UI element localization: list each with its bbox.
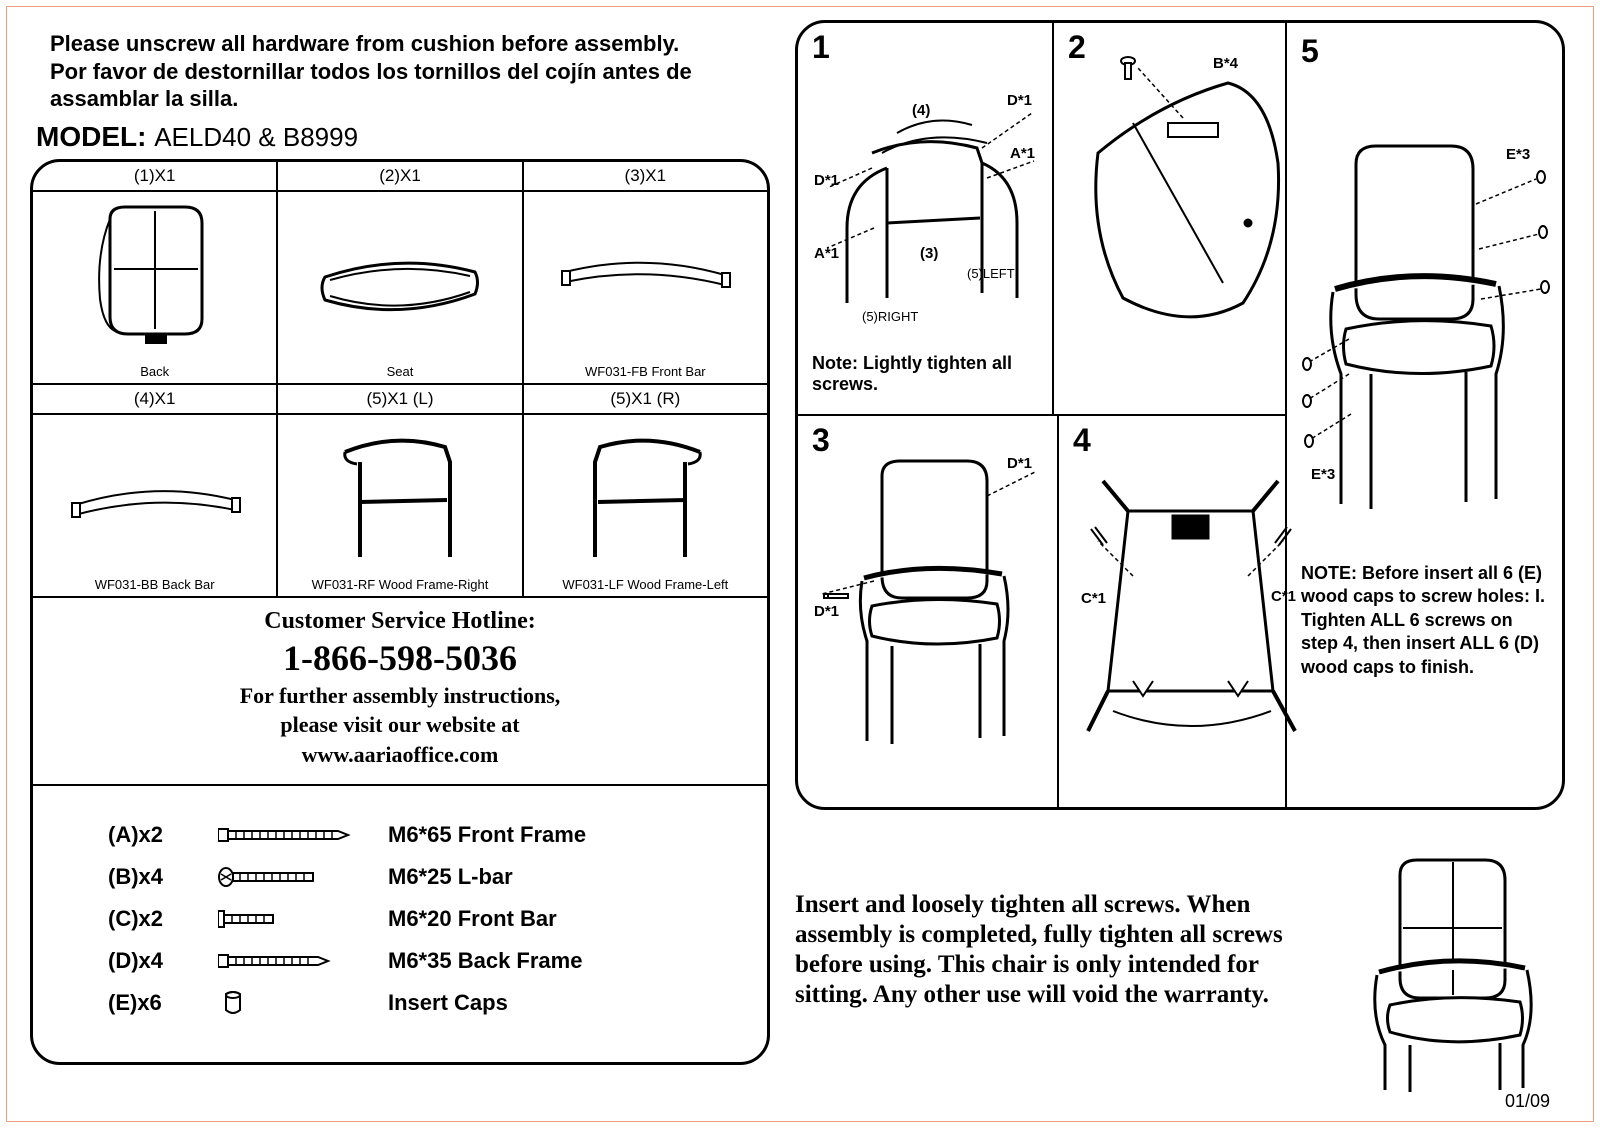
step-num: 1 [812,29,830,66]
hotline-l3: www.aariaoffice.com [33,740,767,770]
hw-code: (B)x4 [108,864,188,890]
part-4: (4)X1 WF031-BB Back Bar [33,385,278,598]
part-name: WF031-BB Back Bar [33,575,276,596]
hotline-number: 1-866-598-5036 [33,637,767,679]
hw-label: M6*25 L-bar [388,864,513,890]
s2-b4: B*4 [1213,55,1239,72]
front-bar-icon [550,237,740,317]
model-label: MODEL: [36,121,146,152]
part-1: (1)X1 Back [33,162,278,385]
hw-row-e: (E)x6 Insert Caps [108,990,737,1016]
step-num: 4 [1073,422,1091,459]
model-line: MODEL: AELD40 & B8999 [36,121,770,153]
hw-code: (A)x2 [108,822,188,848]
final-text: Insert and loosely tighten all screws. W… [795,840,1315,1010]
step1-note: Note: Lightly tighten all screws. [812,353,1042,395]
part-qty: (5)X1 (R) [524,385,767,415]
s1-lbl-right: (5)RIGHT [862,309,918,324]
back-cushion-icon [90,199,220,354]
part-3: (3)X1 WF031-FB Front Bar [524,162,767,385]
hw-code: (C)x2 [108,906,188,932]
step2-diagram: B*4 [1068,43,1298,363]
step-4: 4 [1059,416,1318,807]
part-name: WF031-FB Front Bar [524,362,767,383]
step-num: 3 [812,422,830,459]
step-num: 5 [1301,33,1548,70]
part-qty: (4)X1 [33,385,276,415]
hotline-block: Customer Service Hotline: 1-866-598-5036… [33,598,767,786]
step-2: 2 B*4 [1054,23,1308,414]
screw-med-icon [218,866,358,888]
step1-diagram: (4) D*1 A*1 D*1 A*1 (3) (5)RIGHT (5)LEFT [812,53,1042,353]
left-panel: (1)X1 Back (2)X1 [30,159,770,1065]
part-5l: (5)X1 (L) WF031-RF Wood Frame-Right [278,385,523,598]
hw-row-c: (C)x2 M6*20 Front Bar [108,906,737,932]
hw-row-a: (A)x2 M6*65 Front Frame [108,822,737,848]
s1-lbl-a1b: A*1 [814,245,839,262]
screw-long-icon [218,825,358,845]
right-column: 1 (4) D* [795,20,1565,1100]
cap-icon [218,990,358,1016]
s5-e3a: E*3 [1506,146,1530,163]
step5-note: NOTE: Before insert all 6 (E) wood caps … [1301,562,1548,679]
screw-med2-icon [218,951,358,971]
s3-d1b: D*1 [814,603,839,620]
hw-label: M6*35 Back Frame [388,948,582,974]
s3-d1a: D*1 [1007,455,1032,472]
parts-row-1: (1)X1 Back (2)X1 [33,162,767,385]
part-qty: (5)X1 (L) [278,385,521,415]
step3-diagram: D*1 D*1 [812,426,1047,766]
model-value: AELD40 & B8999 [154,122,358,152]
step-5: 5 E*3 E*3 NOTE: Before [1287,23,1562,807]
part-qty: (3)X1 [524,162,767,192]
s1-lbl-3: (3) [920,245,938,262]
part-2: (2)X1 Seat [278,162,523,385]
page-number: 01/09 [1505,1091,1550,1112]
hotline-l1: For further assembly instructions, [33,681,767,711]
s1-lbl-a1a: A*1 [1010,145,1035,162]
warning-text: Please unscrew all hardware from cushion… [50,30,770,113]
hw-label: M6*20 Front Bar [388,906,557,932]
s1-lbl-4: (4) [912,102,930,119]
steps-grid: 1 (4) D* [798,23,1287,807]
part-name: WF031-LF Wood Frame-Left [524,575,767,596]
final-chair-icon [1345,840,1555,1100]
hw-code: (D)x4 [108,948,188,974]
hw-label: M6*65 Front Frame [388,822,586,848]
s1-lbl-left: (5)LEFT [967,266,1015,281]
frame-left-icon [570,422,720,567]
screw-short-icon [218,909,358,929]
seat-cushion-icon [305,222,495,332]
part-name: Back [33,362,276,383]
part-5r: (5)X1 (R) WF031-LF Wood Frame-Left [524,385,767,598]
s5-e3b: E*3 [1311,466,1335,483]
part-qty: (1)X1 [33,162,276,192]
s4-c1a: C*1 [1081,590,1106,607]
s1-lbl-d1a: D*1 [1007,92,1032,109]
hotline-l2: please visit our website at [33,710,767,740]
step5-diagram: E*3 E*3 [1301,74,1551,554]
frame-right-icon [325,422,475,567]
hardware-block: (A)x2 M6*65 Front Frame (B)x4 M6*25 L-ba… [33,786,767,1062]
hotline-title: Customer Service Hotline: [33,608,767,635]
left-column: Please unscrew all hardware from cushion… [30,20,770,1065]
back-bar-icon [60,455,250,535]
hw-row-b: (B)x4 M6*25 L-bar [108,864,737,890]
s1-lbl-d1b: D*1 [814,172,839,189]
bottom-right: Insert and loosely tighten all screws. W… [795,840,1565,1100]
step-3: 3 D*1 [798,416,1059,807]
warn-es: Por favor de destornillar todos los torn… [50,59,692,112]
step-num: 2 [1068,29,1086,66]
hw-row-d: (D)x4 M6*35 Back Frame [108,948,737,974]
parts-row-2: (4)X1 WF031-BB Back Bar (5)X1 (L) [33,385,767,598]
hw-code: (E)x6 [108,990,188,1016]
warn-en: Please unscrew all hardware from cushion… [50,31,679,56]
hw-label: Insert Caps [388,990,508,1016]
steps-panel: 1 (4) D* [795,20,1565,810]
part-qty: (2)X1 [278,162,521,192]
part-name: WF031-RF Wood Frame-Right [278,575,521,596]
step-1: 1 (4) D* [798,23,1054,414]
step4-diagram: C*1 C*1 [1073,441,1308,761]
part-name: Seat [278,362,521,383]
